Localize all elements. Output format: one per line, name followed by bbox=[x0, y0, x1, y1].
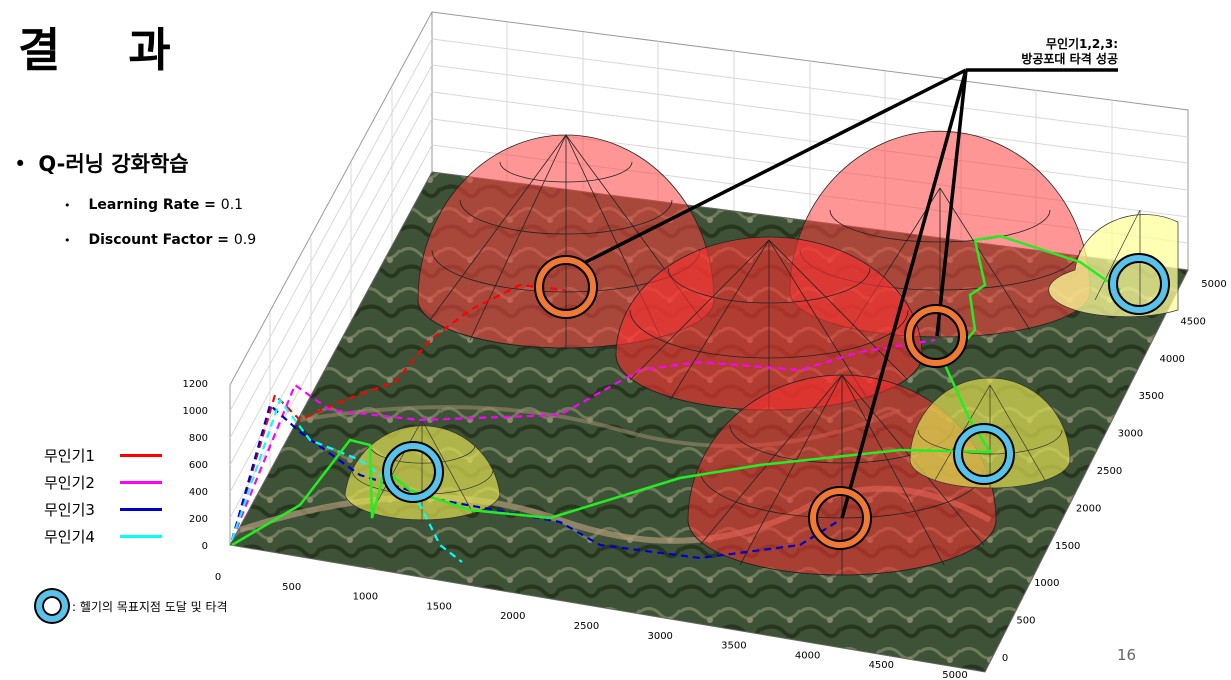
x-tick-label: 500 bbox=[282, 582, 301, 593]
y-tick-label: 4000 bbox=[1159, 354, 1184, 365]
z-tick-label: 200 bbox=[189, 514, 208, 525]
legend-label: 무인기1 bbox=[44, 447, 95, 465]
helicopter-domes bbox=[344, 209, 1179, 522]
z-axis-ticks: 0 200 400 600 800 1000 1200 bbox=[183, 379, 208, 552]
uav3-path bbox=[230, 402, 841, 560]
x-tick-label: 2000 bbox=[500, 611, 525, 622]
param-name: Learning Rate bbox=[88, 197, 200, 213]
legend-item-uav4: 무인기4 bbox=[44, 523, 162, 550]
x-tick-label: 3500 bbox=[721, 641, 746, 652]
legend-item-uav3: 무인기3 bbox=[44, 496, 162, 523]
legend-line-cyan bbox=[120, 535, 162, 538]
bullet-dot: • bbox=[64, 234, 71, 247]
y-tick-label: 500 bbox=[1016, 616, 1035, 627]
x-tick-label: 4000 bbox=[795, 650, 820, 661]
x-axis-ticks: 0 500 1000 1500 2000 2500 3000 3500 4000 4500 5000 bbox=[215, 572, 968, 680]
x-tick-label: 0 bbox=[215, 572, 221, 583]
y-tick-label: 3000 bbox=[1118, 429, 1143, 440]
bullet-dot: • bbox=[14, 152, 27, 176]
y-tick-label: 3500 bbox=[1139, 391, 1164, 402]
annotation-lines bbox=[579, 68, 1118, 519]
y-tick-label: 1000 bbox=[1034, 578, 1059, 589]
threat-dome bbox=[615, 236, 923, 411]
heli-targets bbox=[382, 253, 1170, 503]
uav-legend: 무인기1 무인기2 무인기3 무인기4 bbox=[44, 442, 162, 550]
bullet-dot: • bbox=[64, 199, 71, 212]
target-legend-text: : 헬기의 목표지점 도달 및 타격 bbox=[72, 599, 228, 614]
legend-label: 무인기4 bbox=[44, 528, 95, 546]
legend-label: 무인기2 bbox=[44, 474, 95, 492]
param-name: Discount Factor bbox=[88, 232, 213, 248]
y-tick-label: 5000 bbox=[1201, 279, 1226, 290]
x-tick-label: 4500 bbox=[869, 660, 894, 671]
y-tick-label: 0 bbox=[1002, 653, 1008, 664]
target-ring-icon bbox=[36, 590, 68, 622]
param-discount-factor: • Discount Factor = 0.9 bbox=[64, 232, 257, 248]
uav2-path bbox=[230, 338, 936, 541]
legend-line-blue bbox=[120, 508, 162, 511]
bullet-main: • Q-러닝 강화학습 bbox=[14, 148, 189, 178]
z-tick-label: 800 bbox=[189, 433, 208, 444]
x-tick-label: 3000 bbox=[647, 631, 672, 642]
legend-line-red bbox=[120, 454, 162, 457]
legend-line-magenta bbox=[120, 481, 162, 484]
target-legend: : 헬기의 목표지점 도달 및 타격 bbox=[36, 590, 228, 622]
z-tick-label: 1200 bbox=[183, 379, 208, 390]
y-tick-label: 2500 bbox=[1097, 466, 1122, 477]
legend-item-uav1: 무인기1 bbox=[44, 442, 162, 469]
y-tick-label: 4500 bbox=[1180, 316, 1205, 327]
uav4-path bbox=[230, 397, 463, 563]
page-number: 16 bbox=[1117, 646, 1137, 664]
helicopter-path bbox=[231, 234, 1121, 547]
y-tick-label: 2000 bbox=[1076, 503, 1101, 514]
param-value: 0.1 bbox=[220, 197, 244, 213]
z-tick-label: 0 bbox=[202, 541, 208, 552]
z-tick-label: 400 bbox=[189, 487, 208, 498]
z-tick-label: 1000 bbox=[183, 406, 208, 417]
y-axis-ticks: 0 500 1000 1500 2000 2500 3000 3500 4000 4500 5000 bbox=[1002, 279, 1227, 664]
uav-paths bbox=[230, 283, 936, 563]
y-tick-label: 1500 bbox=[1055, 541, 1080, 552]
x-tick-label: 1500 bbox=[426, 601, 451, 612]
param-learning-rate: • Learning Rate = 0.1 bbox=[64, 197, 244, 213]
z-tick-label: 600 bbox=[189, 460, 208, 471]
annotation-label: 무인기1,2,3: 방공포대 타격 성공 bbox=[996, 37, 1118, 67]
uav-targets bbox=[534, 255, 968, 550]
bullet-text: Q-러닝 강화학습 bbox=[38, 152, 189, 176]
x-tick-label: 5000 bbox=[942, 670, 967, 680]
slide-title: 결 과 bbox=[18, 23, 197, 77]
annotation-line2: 방공포대 타격 성공 bbox=[1021, 52, 1118, 66]
x-tick-label: 2500 bbox=[574, 621, 599, 632]
x-tick-label: 1000 bbox=[353, 592, 378, 603]
uav1-path bbox=[230, 283, 566, 541]
annotation-line1: 무인기1,2,3: bbox=[1045, 37, 1118, 51]
param-value: 0.9 bbox=[233, 232, 257, 248]
threat-domes bbox=[417, 130, 1091, 576]
legend-label: 무인기3 bbox=[44, 501, 95, 519]
legend-item-uav2: 무인기2 bbox=[44, 469, 162, 496]
